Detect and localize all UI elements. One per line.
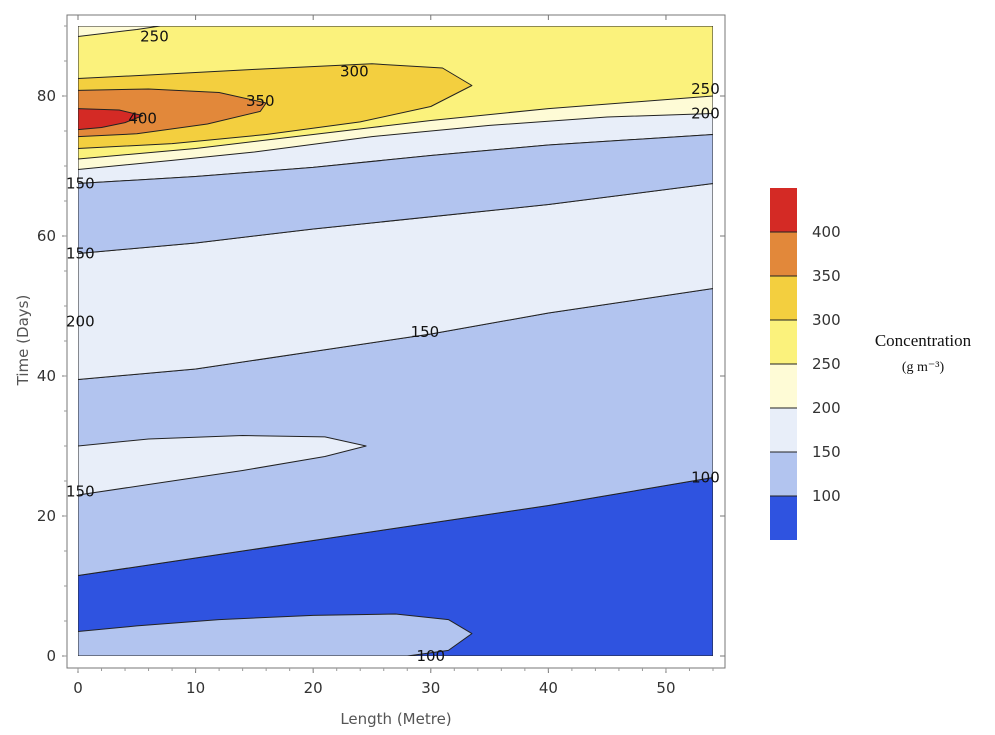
contour-label: 150 [66, 483, 95, 501]
x-tick-label: 30 [421, 679, 440, 697]
legend-label: 100 [812, 487, 841, 505]
contour-labels: 250 300 350 400 250 200 150 150 200 150 150 100 100 [66, 28, 720, 666]
contour-label: 200 [66, 312, 95, 330]
x-tick-label: 40 [539, 679, 558, 697]
x-tick-label: 20 [304, 679, 323, 697]
legend-label: 300 [812, 311, 841, 329]
contour-label: 300 [340, 63, 369, 81]
y-tick-label: 0 [46, 647, 56, 665]
contour-label: 250 [140, 28, 169, 46]
contour-label: 250 [691, 80, 720, 98]
contour-regions [78, 26, 713, 656]
contour-label: 100 [416, 647, 445, 665]
contour-label: 350 [246, 92, 275, 110]
y-axis-title: Time (Days) [14, 295, 32, 387]
color-legend: 400 350 300 250 200 150 100 [770, 188, 841, 540]
legend-swatch [770, 188, 797, 232]
contour-region-1 [78, 613, 473, 656]
y-tick-label: 60 [37, 227, 56, 245]
legend-title: Concentration [875, 331, 972, 350]
legend-label: 350 [812, 267, 841, 285]
legend-swatch [770, 364, 797, 408]
legend-unit: (g m⁻³) [902, 360, 945, 375]
contour-label: 400 [128, 109, 157, 127]
contour-label: 150 [411, 323, 440, 341]
legend-label: 200 [812, 399, 841, 417]
contour-label: 100 [691, 469, 720, 487]
y-tick-label: 20 [37, 507, 56, 525]
contour-label: 150 [66, 245, 95, 263]
legend-label: 400 [812, 223, 841, 241]
contour-region-12 [78, 108, 144, 131]
legend-swatch [770, 452, 797, 496]
x-tick-label: 10 [186, 679, 205, 697]
legend-label: 150 [812, 443, 841, 461]
legend-swatch [770, 232, 797, 276]
x-tick-label: 0 [73, 679, 83, 697]
legend-swatch [770, 496, 797, 540]
contour-region-11 [78, 88, 267, 138]
y-tick-label: 80 [37, 87, 56, 105]
contour-region-9 [78, 26, 161, 37]
y-tick-label: 40 [37, 367, 56, 385]
x-tick-label: 50 [656, 679, 675, 697]
x-axis-ticks: 0 10 20 30 40 50 [73, 15, 714, 697]
contour-label: 200 [691, 105, 720, 123]
legend-swatch [770, 276, 797, 320]
x-axis-title: Length (Metre) [340, 710, 451, 728]
legend-label: 250 [812, 355, 841, 373]
legend-swatch [770, 408, 797, 452]
contour-label: 150 [66, 175, 95, 193]
y-axis-ticks: 0 20 40 60 80 [37, 25, 725, 665]
contour-region-3 [78, 435, 367, 496]
contour-region-6 [78, 134, 713, 254]
legend-swatch [770, 320, 797, 364]
